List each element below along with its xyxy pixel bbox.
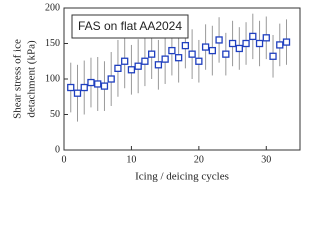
point bbox=[282, 38, 291, 46]
point bbox=[188, 50, 196, 58]
point bbox=[121, 57, 129, 65]
point bbox=[114, 64, 122, 72]
y-tick-label: 200 bbox=[45, 2, 60, 13]
point bbox=[73, 89, 82, 97]
point bbox=[195, 57, 203, 65]
point bbox=[141, 57, 149, 65]
point bbox=[269, 52, 277, 60]
point bbox=[148, 50, 156, 58]
point bbox=[235, 44, 243, 53]
y-axis-label-line: detachment (kPa) bbox=[26, 40, 38, 118]
y-axis-label: Shear stress of ice detachment (kPa) bbox=[12, 39, 38, 119]
point bbox=[262, 34, 270, 42]
point bbox=[94, 80, 102, 88]
point bbox=[181, 41, 190, 50]
point bbox=[242, 39, 250, 48]
y-tick-label: 0 bbox=[55, 144, 60, 155]
point bbox=[80, 83, 88, 92]
plot-area: 0 50 100 150 200 0 10 20 30 bbox=[45, 2, 291, 165]
annotation: FAS on flat AA2024 bbox=[78, 19, 182, 33]
point bbox=[174, 54, 183, 62]
x-tick-label: 10 bbox=[126, 154, 136, 165]
point bbox=[127, 66, 136, 74]
x-axis-label: Icing / deicing cycles bbox=[135, 171, 229, 183]
annotation-box bbox=[71, 14, 189, 39]
x-tick-label: 30 bbox=[261, 154, 271, 165]
x-tick-label: 0 bbox=[62, 154, 67, 165]
point bbox=[100, 82, 109, 90]
x-tick-label: 20 bbox=[194, 154, 204, 165]
y-tick-label: 50 bbox=[50, 109, 60, 120]
point bbox=[168, 46, 176, 55]
chart: Shear stress of ice detachment (kPa) Ici… bbox=[12, 2, 301, 183]
y-axis-label-line: Shear stress of ice bbox=[12, 39, 24, 119]
y-tick-label: 150 bbox=[45, 38, 60, 49]
point bbox=[87, 78, 95, 87]
point bbox=[154, 61, 163, 69]
point bbox=[228, 39, 237, 48]
point bbox=[222, 50, 230, 58]
point bbox=[161, 55, 169, 63]
page: {"chart_data": {"type": "scatter", "anno… bbox=[11, 2, 301, 183]
point bbox=[107, 75, 115, 83]
point bbox=[208, 46, 216, 55]
point bbox=[255, 39, 264, 48]
point bbox=[134, 62, 142, 70]
point bbox=[249, 32, 257, 41]
point bbox=[276, 41, 284, 49]
point bbox=[215, 36, 223, 44]
y-tick-label: 100 bbox=[45, 73, 60, 84]
point bbox=[201, 43, 210, 51]
point bbox=[67, 83, 75, 92]
